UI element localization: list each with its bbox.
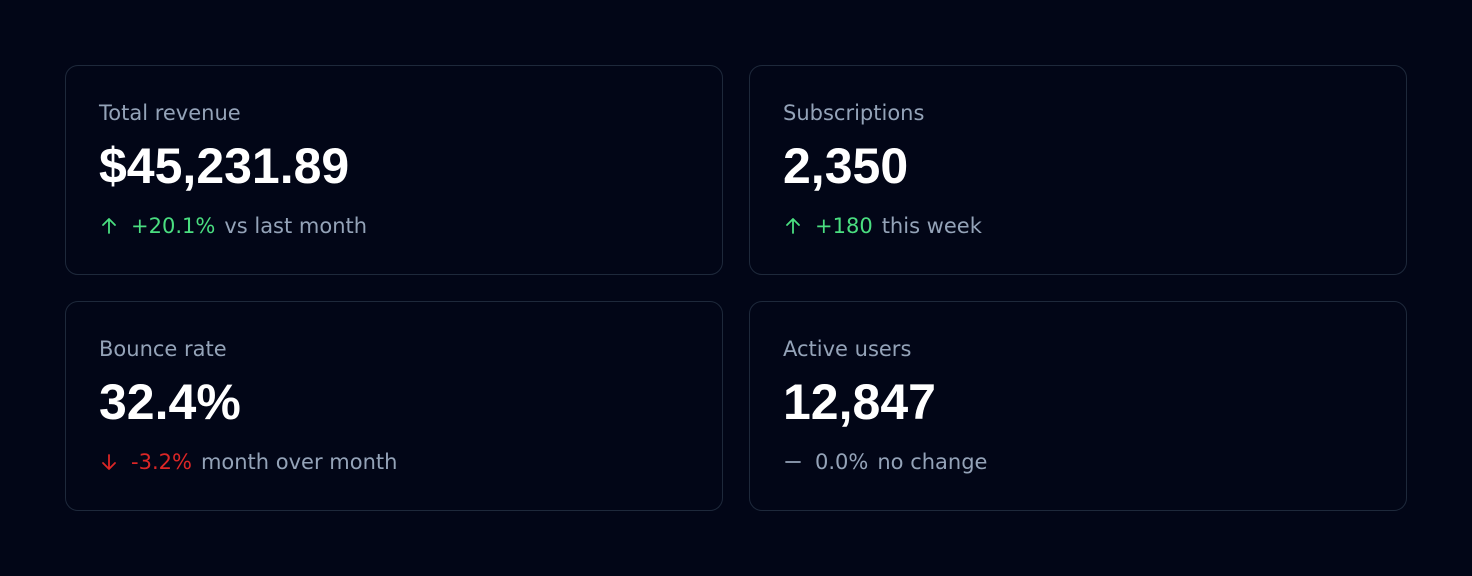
stats-grid: Total revenue $45,231.89 +20.1% vs last mon… bbox=[65, 65, 1407, 511]
stat-label: Total revenue bbox=[99, 101, 241, 125]
stat-card: Active users 12,847 0.0% no change bbox=[749, 301, 1407, 511]
stat-delta: +20.1% bbox=[131, 214, 216, 238]
stat-note: no change bbox=[877, 450, 988, 474]
trend-icon-path bbox=[786, 218, 800, 234]
stat-change: -3.2% month over month bbox=[99, 448, 689, 476]
stat-value: $45,231.89 bbox=[99, 138, 350, 194]
trend-icon-path bbox=[102, 454, 116, 470]
trend-icon bbox=[102, 218, 116, 234]
stat-value: 2,350 bbox=[783, 138, 909, 194]
stat-label: Bounce rate bbox=[99, 337, 227, 361]
stat-change: +20.1% vs last month bbox=[99, 212, 689, 240]
trend-icon bbox=[785, 461, 801, 463]
trend-icon bbox=[786, 218, 800, 234]
stat-value: 32.4% bbox=[99, 374, 241, 430]
stat-card: Subscriptions 2,350 +180 this week bbox=[749, 65, 1407, 275]
stat-note: month over month bbox=[200, 450, 398, 474]
stat-value: 12,847 bbox=[783, 374, 936, 430]
stat-change: 0.0% no change bbox=[783, 448, 1373, 476]
stat-note: this week bbox=[881, 214, 982, 238]
stat-label: Active users bbox=[783, 337, 912, 361]
trend-icon bbox=[102, 454, 116, 470]
stat-card: Bounce rate 32.4% -3.2% month over month bbox=[65, 301, 723, 511]
stat-note: vs last month bbox=[224, 214, 368, 238]
stat-delta: +180 bbox=[815, 214, 873, 238]
stat-delta: 0.0% bbox=[815, 450, 869, 474]
trend-icon-path bbox=[102, 218, 116, 234]
stat-card: Total revenue $45,231.89 +20.1% vs last mon… bbox=[65, 65, 723, 275]
stat-delta: -3.2% bbox=[131, 450, 192, 474]
stat-change: +180 this week bbox=[783, 212, 1373, 240]
stat-label: Subscriptions bbox=[783, 101, 925, 125]
